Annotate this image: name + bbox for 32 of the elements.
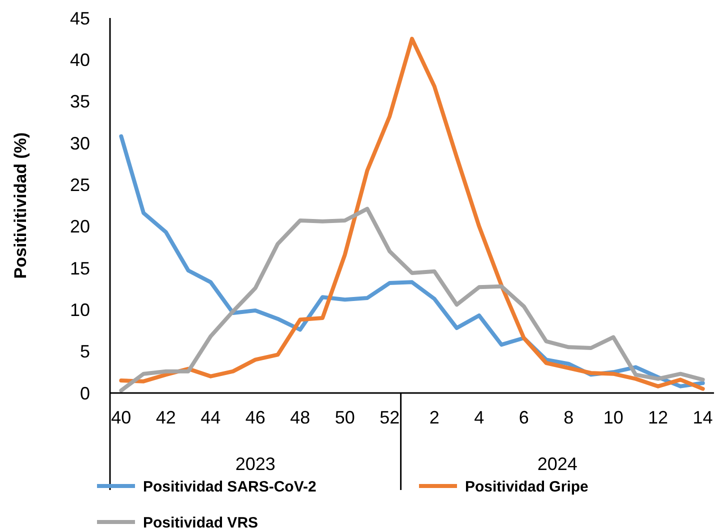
x-tick-label: 46 [245,407,266,428]
x-tick-label: 52 [380,407,400,428]
x-tick-label: 8 [564,407,574,428]
legend-label: Positividad Gripe [465,478,588,496]
y-tick-label: 30 [70,133,90,154]
y-tick-label: 40 [70,50,90,70]
y-tick-label: 0 [80,383,90,404]
x-tick-label: 40 [111,407,132,428]
text: 2023 [235,454,276,474]
x-tick-label: 12 [648,407,668,428]
y-tick-label: 35 [70,92,90,112]
y-axis-title: Positivitividad (%) [11,132,30,279]
x-tick-label: 4 [474,407,484,428]
legend-label: Positividad SARS-CoV-2 [143,478,316,496]
y-tick-label: 5 [80,342,90,362]
x-tick-label: 42 [156,407,176,428]
x-tick-label: 48 [290,407,310,428]
y-tick-label: 15 [70,258,90,278]
x-tick-label: 44 [200,407,221,428]
x-tick-label: 50 [334,407,355,428]
y-tick-label: 25 [70,174,90,195]
text: 2024 [537,454,578,474]
x-tick-label: 6 [518,407,529,428]
line-series [119,206,705,392]
line-series [119,36,705,391]
y-tick-label: 10 [70,300,90,320]
y-tick-label: 45 [70,8,90,28]
legend-label: Positividad VRS [143,514,258,530]
x-tick-label: 10 [603,407,624,428]
x-tick-label: 14 [692,407,713,428]
x-tick-label: 2 [429,407,440,428]
y-tick-label: 20 [70,216,90,237]
